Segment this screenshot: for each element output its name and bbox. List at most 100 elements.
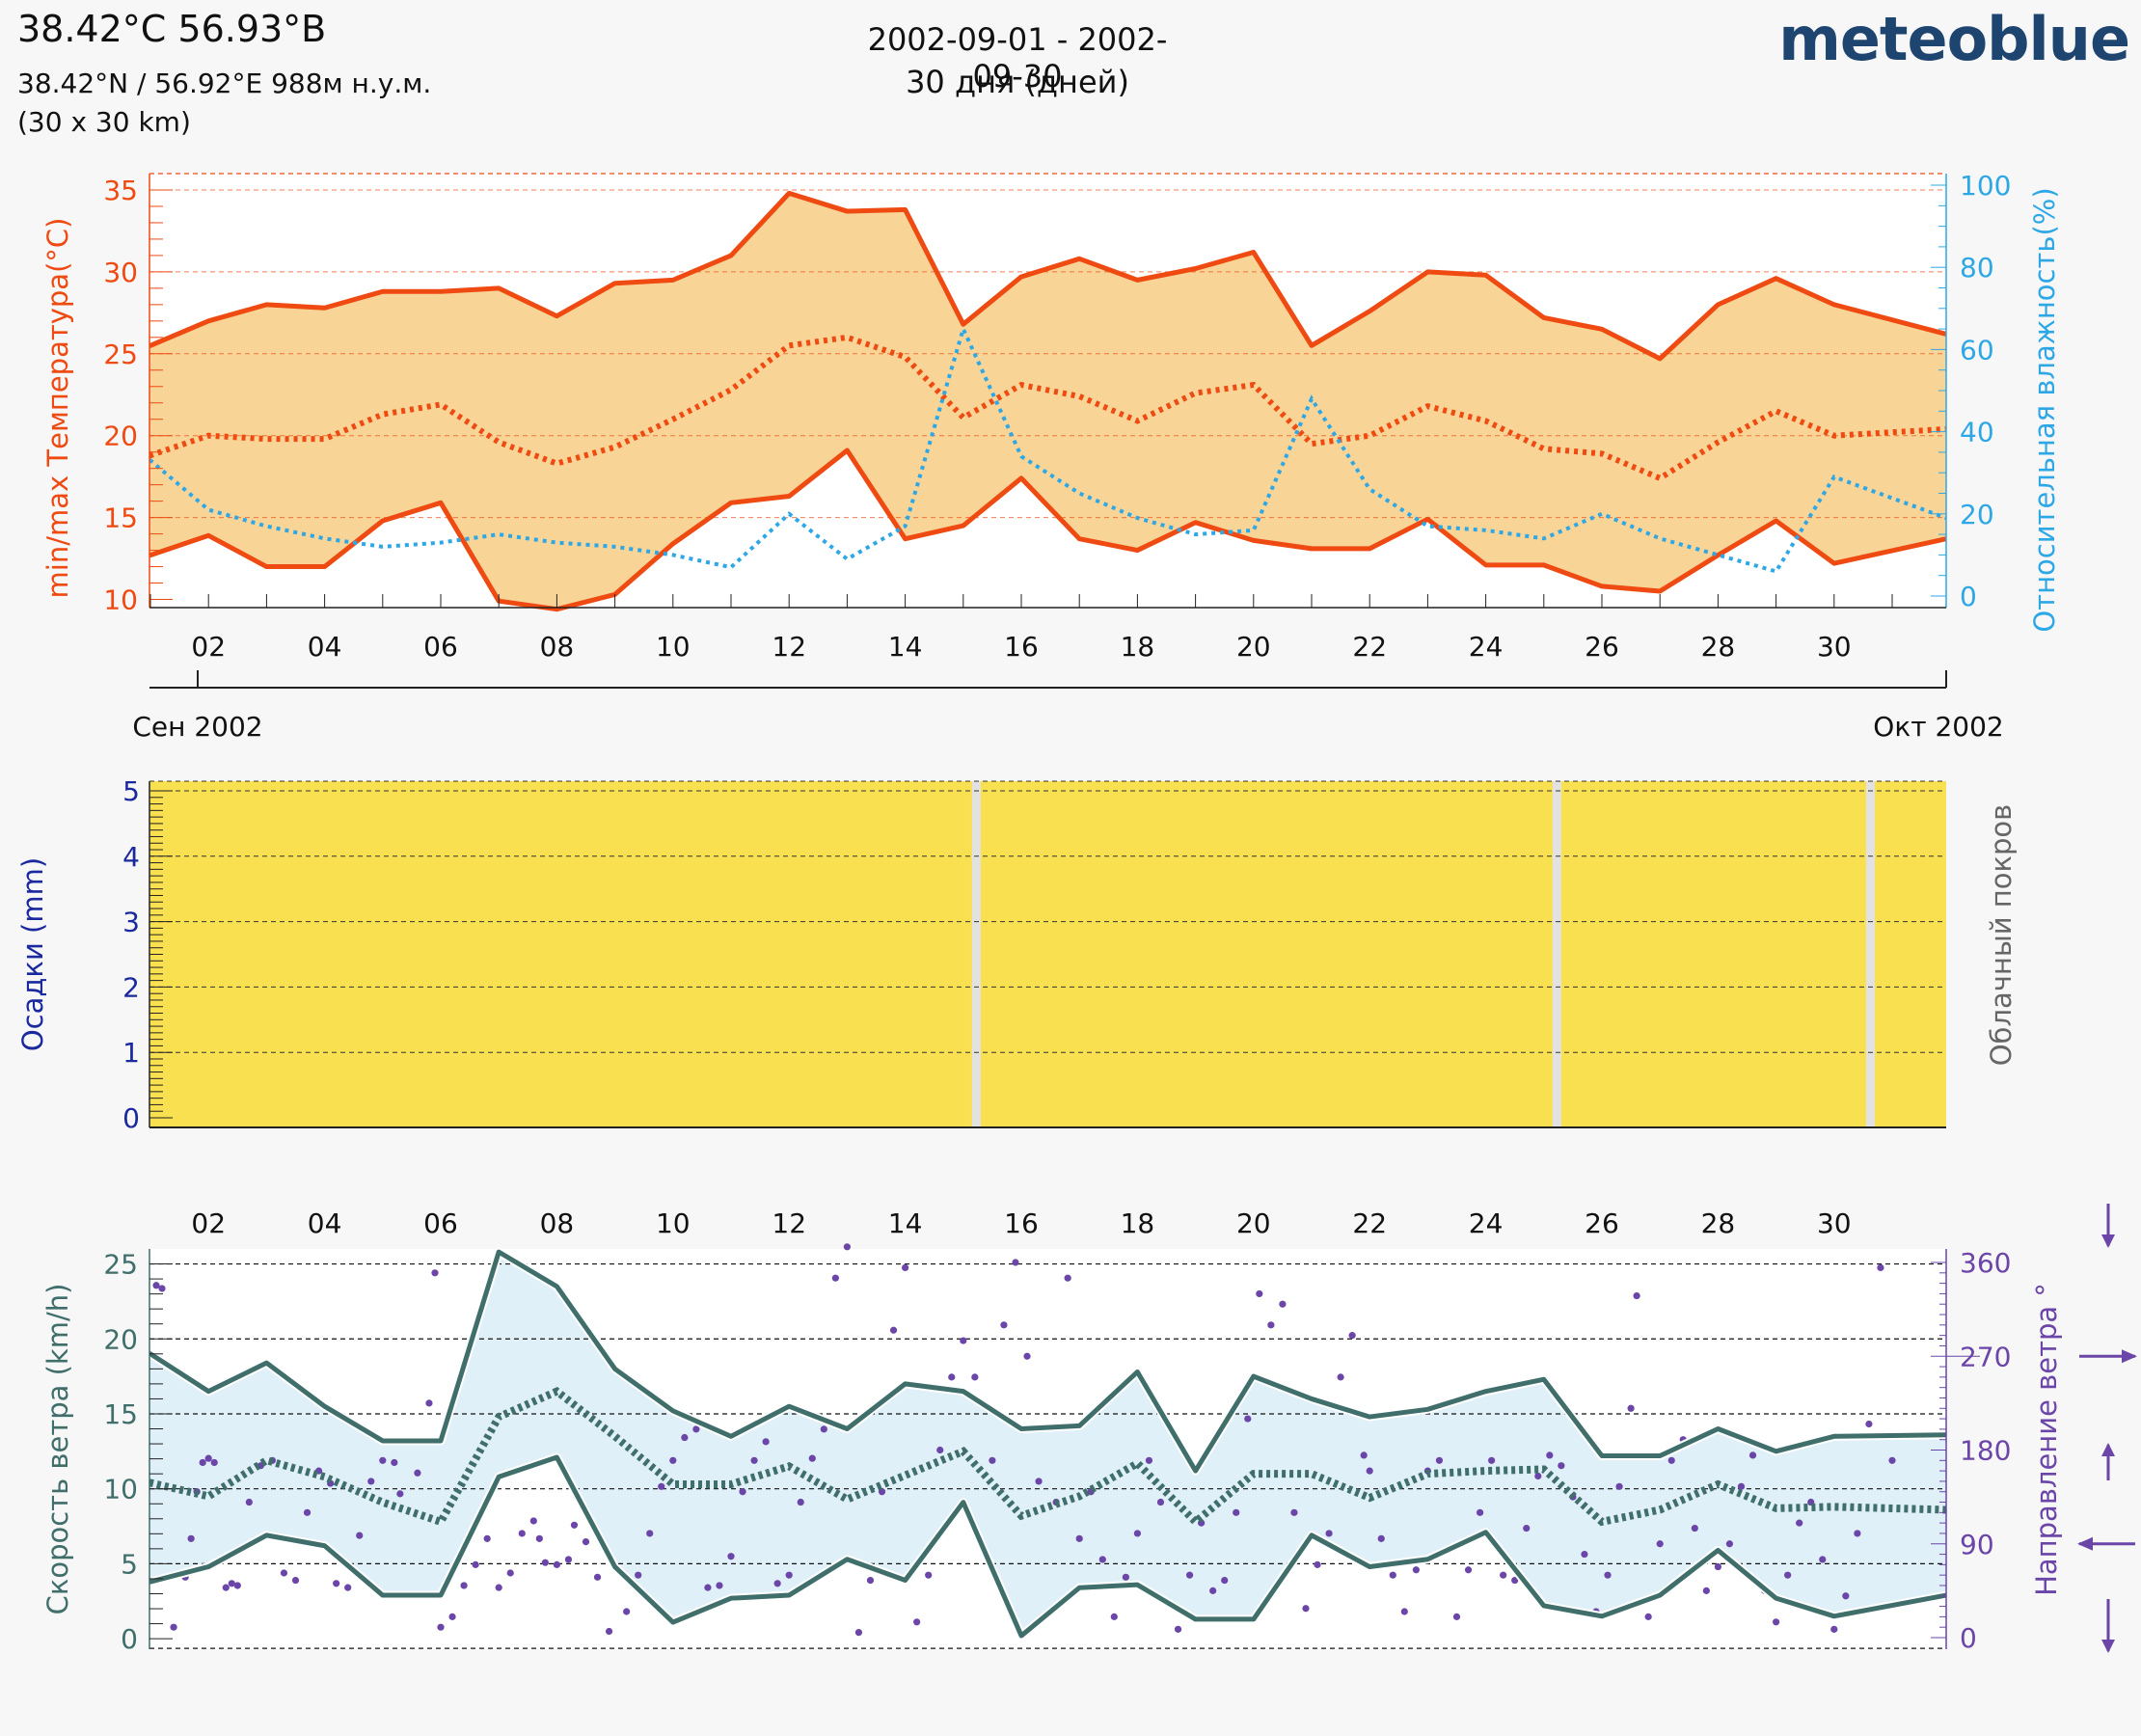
wind-direction-point [1737, 1482, 1746, 1490]
day-tick-label: 04 [308, 631, 342, 663]
wind-direction-point [1244, 1415, 1252, 1423]
south-wind-arrow-head [2101, 1443, 2115, 1456]
wind-direction-point [1122, 1573, 1129, 1581]
precipitation-tick-label: 1 [122, 1037, 140, 1069]
wind-direction-point [518, 1530, 526, 1537]
wind-direction-point [303, 1508, 312, 1516]
humidity-tick-label: 20 [1960, 499, 1994, 530]
cloud-cover-background [149, 781, 1946, 1127]
wind-direction-point [1830, 1625, 1838, 1633]
wind-direction-point [1511, 1576, 1519, 1585]
wind-direction-point [1842, 1592, 1850, 1600]
wind-tick-label: 20 [103, 1323, 138, 1355]
wind-direction-point [1854, 1530, 1861, 1537]
wind-direction-point [1075, 1534, 1083, 1542]
wind-direction-point [1174, 1625, 1182, 1633]
wind-direction-point [739, 1488, 746, 1496]
wind-direction-point [704, 1584, 712, 1591]
wind-direction-point [199, 1458, 206, 1467]
wind-direction-point [1023, 1352, 1031, 1360]
wind-direction-point [1888, 1456, 1896, 1464]
wind-direction-point [1098, 1556, 1106, 1563]
wind-direction-point [669, 1456, 677, 1464]
wind-direction-point [495, 1584, 502, 1591]
west-wind-arrow-head [2122, 1349, 2137, 1364]
wind-direction-point [692, 1425, 700, 1433]
wind-direction-point [971, 1373, 979, 1381]
wind-direction-point [233, 1582, 241, 1589]
wind-direction-point [1290, 1508, 1298, 1516]
wind-direction-point [187, 1534, 195, 1542]
wind-direction-point [1464, 1566, 1473, 1574]
wind-direction-point [797, 1498, 804, 1506]
temperature-tick-label: 35 [103, 175, 138, 206]
wind-direction-point [1523, 1524, 1531, 1533]
wind-direction-point [773, 1580, 781, 1587]
wind-direction-point [222, 1584, 230, 1591]
wind-direction-point [1279, 1300, 1287, 1308]
wind-direction-point [1000, 1321, 1008, 1329]
wind-direction-point [564, 1556, 573, 1563]
wind-day-tick-label: 24 [1469, 1207, 1504, 1239]
wind-direction-point [582, 1537, 590, 1546]
wind-tick-label: 10 [103, 1474, 138, 1505]
wind-direction-point [344, 1584, 352, 1591]
wind-direction-point [379, 1456, 387, 1464]
meteoblue-logo: meteoblue [1778, 4, 2130, 74]
wind-direction-point [635, 1571, 642, 1579]
wind-direction-point [1476, 1508, 1484, 1516]
wind-direction-point [1348, 1332, 1356, 1340]
wind-direction-point [333, 1580, 340, 1587]
wind-direction-point [1400, 1608, 1408, 1615]
wind-direction-point [228, 1580, 235, 1587]
wind-direction-point [1012, 1259, 1019, 1266]
day-tick-label: 28 [1701, 631, 1736, 663]
wind-direction-point [854, 1628, 863, 1637]
wind-direction-point [1267, 1321, 1275, 1329]
wind-direction-point [506, 1569, 514, 1577]
humidity-tick-label: 40 [1960, 417, 1994, 448]
wind-direction-point [727, 1553, 735, 1560]
wind-direction-point [1377, 1534, 1385, 1542]
wind-direction-point [785, 1571, 793, 1579]
wind-day-tick-label: 12 [772, 1207, 806, 1239]
precipitation-panel: 0 1 2 3 4 5 Осадки (mm) Облачный покров [16, 775, 2018, 1134]
wind-direction-point [1714, 1562, 1721, 1571]
wind-direction-point [762, 1438, 770, 1446]
day-tick-label: 12 [772, 631, 806, 663]
max-wind-line [148, 1249, 1947, 1474]
wind-direction-point [1500, 1571, 1507, 1579]
wind-direction-point [831, 1274, 839, 1282]
wind-day-tick-label: 26 [1585, 1207, 1619, 1239]
wind-direction-point [170, 1623, 177, 1631]
wind-direction-point [1667, 1456, 1675, 1464]
wind-direction-point [716, 1582, 723, 1589]
wind-direction-point [1302, 1605, 1310, 1613]
wind-direction-point [948, 1373, 956, 1381]
wind-direction-point [1819, 1556, 1827, 1563]
day-tick-label: 08 [540, 631, 575, 663]
grid-resolution-text: (30 x 30 km) [17, 106, 191, 138]
day-tick-label: 20 [1236, 631, 1271, 663]
day-tick-label: 02 [191, 631, 226, 663]
wind-tick-label: 0 [121, 1623, 138, 1655]
direction-tick-label: 360 [1960, 1247, 2011, 1279]
temperature-tick-label: 15 [103, 502, 138, 534]
wind-day-tick-label: 16 [1004, 1207, 1039, 1239]
wind-direction-point [925, 1571, 933, 1579]
cloud-cover-axis-title: Облачный покров [1985, 804, 2018, 1067]
wind-direction-point [878, 1488, 886, 1496]
temperature-range-band [149, 193, 1946, 610]
direction-tick-label: 90 [1960, 1529, 1994, 1560]
wind-direction-point [681, 1433, 689, 1442]
wind-direction-point [570, 1521, 579, 1529]
wind-direction-point [448, 1613, 456, 1620]
wind-direction-point [1156, 1498, 1165, 1506]
wind-direction-point [245, 1498, 253, 1506]
wind-day-tick-label: 02 [191, 1207, 226, 1239]
temperature-tick-label: 25 [103, 339, 138, 370]
precipitation-tick-label: 2 [122, 971, 140, 1003]
humidity-tick-label: 0 [1960, 581, 1977, 612]
